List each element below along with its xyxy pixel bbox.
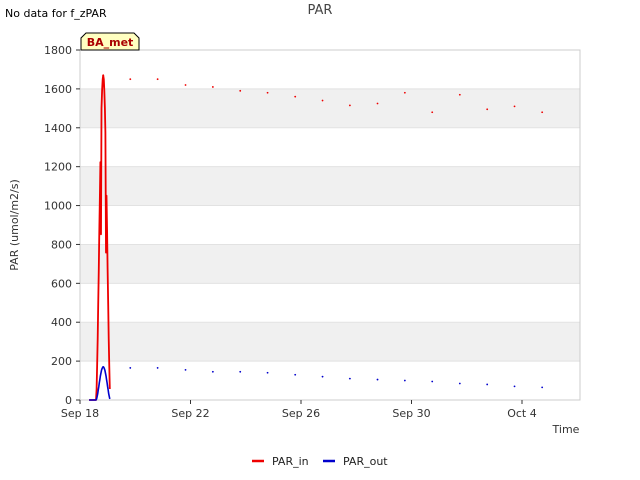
peak-point-PAR_in-8 <box>321 99 324 102</box>
x-axis-ticks: Sep 18 Sep 22 Sep 26 Sep 30 Oct 4 <box>61 400 537 420</box>
peak-point-PAR_in-12 <box>431 111 434 114</box>
series-PAR_out <box>89 366 544 401</box>
series-group <box>89 74 544 401</box>
band-200 <box>80 322 580 362</box>
badge-box <box>80 32 140 51</box>
y-tick-label-1000: 1000 <box>44 200 72 213</box>
peak-point-PAR_out-10 <box>376 378 379 381</box>
peak-point-PAR_out-3 <box>184 368 187 371</box>
badge-label: BA_met <box>87 36 134 49</box>
peak-point-PAR_in-4 <box>211 86 214 88</box>
y-axis-label: PAR (umol/m2/s) <box>8 179 21 271</box>
peak-point-PAR_out-4 <box>211 370 214 373</box>
y-tick-label-1200: 1200 <box>44 161 72 174</box>
peak-point-PAR_in-15 <box>513 105 516 108</box>
peak-point-PAR_out-0 <box>102 366 105 368</box>
y-axis-ticks: 0 200 400 600 800 1000 1200 1400 1600 1800 <box>44 44 80 407</box>
peak-point-PAR_out-5 <box>239 370 242 373</box>
line-PAR_out <box>89 366 111 401</box>
peak-point-PAR_out-7 <box>294 373 297 376</box>
peak-point-PAR_out-6 <box>266 371 269 374</box>
y-tick-label-600: 600 <box>51 277 72 290</box>
peak-point-PAR_out-13 <box>458 382 461 385</box>
y-tick-label-1800: 1800 <box>44 44 72 57</box>
peak-point-PAR_in-7 <box>294 95 297 98</box>
y-tick-label-200: 200 <box>51 355 72 368</box>
y-tick-label-0: 0 <box>65 394 72 407</box>
peak-point-PAR_in-9 <box>348 104 351 107</box>
x-tick-label-2: Sep 26 <box>282 407 320 420</box>
peak-point-PAR_out-16 <box>541 386 544 389</box>
x-tick-label-1: Sep 22 <box>171 407 209 420</box>
y-tick-label-800: 800 <box>51 238 72 251</box>
y-tick-label-1400: 1400 <box>44 122 72 135</box>
no-data-note: No data for f_zPAR <box>5 7 107 20</box>
badge: BA_met <box>80 32 140 51</box>
band-1000 <box>80 166 580 206</box>
peak-point-PAR_out-14 <box>486 383 489 386</box>
peak-point-PAR_in-0 <box>102 74 105 77</box>
chart-title: PAR <box>307 3 333 18</box>
x-tick-label-3: Sep 30 <box>392 407 430 420</box>
peak-point-PAR_in-2 <box>156 78 159 81</box>
peak-point-PAR_in-10 <box>376 102 379 105</box>
x-axis-label: Time <box>552 423 580 436</box>
peak-point-PAR_out-8 <box>321 375 324 378</box>
background-bands <box>80 88 580 362</box>
y-tick-label-400: 400 <box>51 316 72 329</box>
peak-point-PAR_in-16 <box>541 111 544 114</box>
peak-point-PAR_out-1 <box>129 367 132 369</box>
peak-point-PAR_out-2 <box>156 367 159 369</box>
peak-point-PAR_out-12 <box>431 380 434 383</box>
plot-frame <box>79 49 581 401</box>
band-1400 <box>80 88 580 128</box>
x-tick-label-0: Sep 18 <box>61 407 99 420</box>
peak-point-PAR_out-15 <box>513 385 516 388</box>
peak-point-PAR_in-14 <box>486 108 489 111</box>
y-tick-label-1600: 1600 <box>44 83 72 96</box>
legend: PAR_in PAR_out <box>252 455 388 468</box>
series-PAR_in <box>89 74 544 401</box>
legend-label-par-out: PAR_out <box>343 455 388 468</box>
peak-point-PAR_out-9 <box>348 377 351 380</box>
band-600 <box>80 244 580 284</box>
x-tick-label-4: Oct 4 <box>507 407 537 420</box>
peak-point-PAR_out-11 <box>403 379 406 382</box>
line-PAR_in <box>89 74 111 401</box>
peak-point-PAR_in-6 <box>266 91 269 94</box>
peak-point-PAR_in-5 <box>239 89 242 92</box>
peak-point-PAR_in-13 <box>458 93 461 96</box>
peak-point-PAR_in-11 <box>403 91 406 94</box>
legend-label-par-in: PAR_in <box>272 455 309 468</box>
peak-point-PAR_in-1 <box>129 78 132 81</box>
peak-point-PAR_in-3 <box>184 84 187 86</box>
